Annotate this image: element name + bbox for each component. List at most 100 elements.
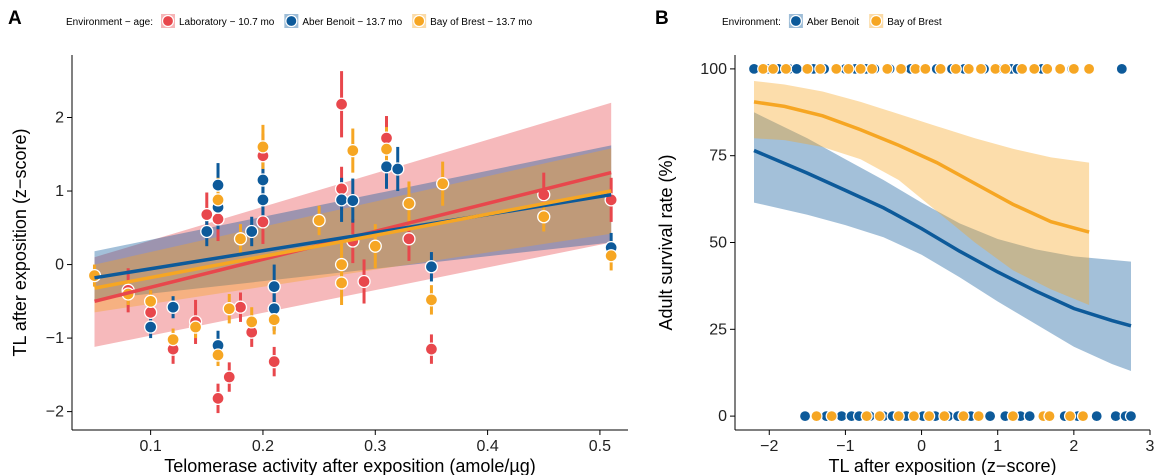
- panel-b-letter: B: [655, 8, 669, 29]
- data-point: [200, 224, 214, 239]
- survived-point: [1067, 62, 1080, 75]
- survived-point: [999, 62, 1012, 75]
- b-y-tick-label: 25: [709, 321, 727, 338]
- data-point: [222, 302, 236, 316]
- survived-point: [1082, 62, 1096, 75]
- data-point: [211, 348, 225, 362]
- a-legend-entry: Aber Benoit − 13.7 mo: [302, 17, 402, 28]
- data-point: [188, 320, 203, 334]
- a-x-tick-label: 0.5: [589, 438, 611, 455]
- data-point: [267, 354, 281, 369]
- a-y-tick-label: −1: [46, 330, 64, 347]
- died-point: [1023, 410, 1036, 423]
- data-point: [402, 232, 416, 246]
- b-x-tick-label: 0: [917, 438, 926, 455]
- a-legend-entry: Bay of Brest − 13.7 mo: [430, 17, 532, 28]
- data-point: [402, 196, 416, 211]
- b-y-tick-label: 75: [709, 148, 727, 165]
- died-point: [907, 410, 921, 423]
- survived-point: [790, 62, 803, 75]
- b-legend-title: Environment:: [722, 17, 781, 28]
- data-point: [143, 294, 158, 308]
- survived-point: [919, 62, 932, 75]
- panel-a: A Environment − age: Laboratory − 10.7 mo…: [8, 8, 628, 475]
- y-axis-title-b: Adult survival rate (%): [656, 154, 676, 330]
- a-legend-entry: Laboratory − 10.7 mo: [179, 17, 275, 28]
- survived-point: [1041, 62, 1054, 75]
- died-point: [923, 410, 936, 423]
- plot-b: [747, 62, 1138, 423]
- b-legend-marker: [789, 14, 803, 28]
- survived-point: [814, 62, 827, 75]
- survived-point: [830, 62, 843, 75]
- x-axis-title-b: TL after exposition (z−score): [829, 456, 1057, 475]
- b-x-tick-label: 1: [993, 438, 1002, 455]
- survived-point: [1054, 62, 1067, 75]
- data-point: [424, 342, 439, 356]
- b-y-tick-label: 100: [700, 61, 727, 78]
- data-point: [334, 193, 349, 207]
- data-point: [537, 210, 551, 224]
- data-point: [424, 293, 439, 307]
- a-x-tick-label: 0.2: [252, 438, 274, 455]
- died-point: [972, 410, 985, 423]
- a-legend-marker: [285, 14, 298, 28]
- data-point: [436, 177, 450, 191]
- data-point: [143, 305, 158, 320]
- died-point: [957, 410, 970, 423]
- data-point: [379, 160, 394, 174]
- plot-a: [87, 71, 618, 414]
- a-y-tick-label: 2: [55, 110, 64, 127]
- b-y-tick-label: 0: [718, 408, 727, 425]
- data-point: [346, 193, 360, 208]
- died-point: [873, 410, 886, 423]
- data-point: [200, 207, 214, 222]
- data-point: [267, 313, 281, 327]
- died-point: [1006, 410, 1020, 423]
- died-point: [1043, 410, 1056, 423]
- b-legend-entry: Bay of Brest: [887, 17, 942, 28]
- survived-point: [934, 62, 947, 75]
- data-point: [245, 315, 259, 329]
- died-point: [938, 410, 951, 423]
- a-legend-marker: [161, 14, 175, 28]
- confidence-bands-b: [754, 81, 1131, 372]
- logistic-curve: [753, 100, 1090, 234]
- data-point: [312, 213, 326, 228]
- b-x-tick-label: −2: [760, 438, 778, 455]
- survived-point: [766, 62, 780, 75]
- data-point: [166, 300, 180, 314]
- panel-a-letter: A: [8, 8, 22, 29]
- data-point: [166, 332, 180, 347]
- survived-point: [779, 62, 793, 75]
- died-point: [860, 410, 873, 423]
- data-point: [424, 260, 439, 274]
- survived-point: [854, 62, 867, 75]
- data-point: [233, 300, 248, 314]
- survived-point: [1028, 62, 1041, 75]
- data-point: [267, 302, 281, 316]
- survived-point: [949, 62, 962, 75]
- data-point: [256, 173, 270, 187]
- survived-point: [962, 62, 975, 75]
- data-point: [211, 193, 225, 207]
- survived-point: [1115, 62, 1128, 75]
- data-point: [222, 370, 236, 384]
- b-y-tick-label: 50: [709, 235, 727, 252]
- data-point: [211, 212, 225, 226]
- b-x-tick-label: 3: [1146, 438, 1155, 455]
- data-point: [211, 391, 225, 406]
- survived-point: [801, 62, 814, 75]
- data-point: [346, 143, 360, 158]
- a-legend-title: Environment − age:: [66, 17, 153, 28]
- data-point: [267, 279, 281, 294]
- a-x-tick-label: 0.3: [364, 438, 386, 455]
- survived-point: [894, 62, 908, 75]
- data-point: [143, 320, 158, 334]
- data-point: [334, 97, 349, 111]
- b-x-tick-label: 2: [1069, 438, 1078, 455]
- x-axis-title-a: Telomerase activity after exposition (am…: [164, 456, 536, 475]
- data-point: [211, 178, 225, 192]
- died-point: [825, 410, 838, 423]
